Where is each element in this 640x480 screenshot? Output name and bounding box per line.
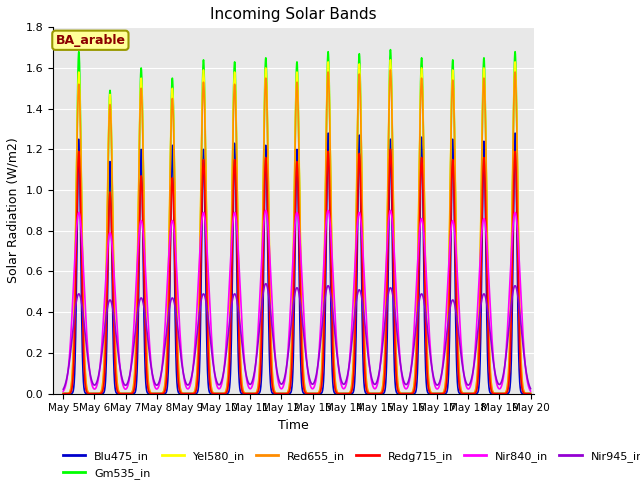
Red655_in <box>401 391 409 396</box>
Nir945_in <box>279 380 287 385</box>
Red655_in <box>60 391 67 396</box>
Nir840_in <box>279 384 287 390</box>
Legend: Blu475_in, Gm535_in, Yel580_in, Red655_in, Redg715_in, Nir840_in, Nir945_in: Blu475_in, Gm535_in, Yel580_in, Red655_i… <box>58 447 640 480</box>
Gm535_in <box>387 47 394 52</box>
Blu475_in <box>324 130 332 136</box>
Text: BA_arable: BA_arable <box>56 34 125 47</box>
Yel580_in <box>401 391 409 396</box>
Gm535_in <box>527 391 534 396</box>
Redg715_in <box>428 391 435 396</box>
Yel580_in <box>387 57 394 63</box>
Line: Nir945_in: Nir945_in <box>63 284 531 389</box>
Nir945_in <box>375 369 383 375</box>
Nir840_in <box>143 301 151 307</box>
Gm535_in <box>279 391 287 396</box>
Nir840_in <box>375 372 383 377</box>
Gm535_in <box>375 391 383 396</box>
Gm535_in <box>143 374 151 380</box>
Line: Red655_in: Red655_in <box>63 70 531 394</box>
Redg715_in <box>143 379 151 385</box>
Y-axis label: Solar Radiation (W/m2): Solar Radiation (W/m2) <box>7 138 20 283</box>
Red655_in <box>527 391 534 396</box>
Red655_in <box>387 67 394 73</box>
Nir840_in <box>428 361 435 367</box>
Yel580_in <box>375 391 383 396</box>
Redg715_in <box>375 391 383 396</box>
Nir945_in <box>143 331 151 337</box>
Gm535_in <box>526 391 534 396</box>
Line: Blu475_in: Blu475_in <box>63 133 531 394</box>
Nir840_in <box>60 388 67 394</box>
Blu475_in <box>401 391 409 396</box>
Redg715_in <box>401 391 409 396</box>
Nir840_in <box>401 385 409 391</box>
Blu475_in <box>527 391 534 396</box>
X-axis label: Time: Time <box>278 419 308 432</box>
Red655_in <box>526 391 534 396</box>
Yel580_in <box>428 390 435 396</box>
Blu475_in <box>428 391 435 396</box>
Yel580_in <box>526 391 534 396</box>
Yel580_in <box>143 360 151 366</box>
Yel580_in <box>527 391 534 396</box>
Yel580_in <box>60 391 67 396</box>
Blu475_in <box>279 391 287 396</box>
Nir945_in <box>262 281 269 287</box>
Gm535_in <box>428 391 435 396</box>
Nir840_in <box>262 207 269 213</box>
Line: Yel580_in: Yel580_in <box>63 60 531 394</box>
Blu475_in <box>375 391 383 396</box>
Red655_in <box>279 391 287 396</box>
Redg715_in <box>527 391 534 396</box>
Redg715_in <box>279 391 287 396</box>
Yel580_in <box>279 391 287 396</box>
Blu475_in <box>526 391 534 396</box>
Blu475_in <box>143 389 151 395</box>
Gm535_in <box>60 391 67 396</box>
Gm535_in <box>401 391 409 396</box>
Title: Incoming Solar Bands: Incoming Solar Bands <box>210 7 377 22</box>
Nir945_in <box>60 386 67 392</box>
Blu475_in <box>60 391 67 396</box>
Redg715_in <box>526 391 534 396</box>
Nir840_in <box>526 387 534 393</box>
Red655_in <box>375 391 383 396</box>
Line: Gm535_in: Gm535_in <box>63 49 531 394</box>
Nir945_in <box>527 386 534 392</box>
Nir945_in <box>526 384 534 390</box>
Line: Nir840_in: Nir840_in <box>63 210 531 391</box>
Nir945_in <box>401 381 409 387</box>
Nir945_in <box>428 362 435 368</box>
Nir840_in <box>527 388 534 394</box>
Redg715_in <box>60 391 67 396</box>
Redg715_in <box>387 146 394 152</box>
Line: Redg715_in: Redg715_in <box>63 149 531 394</box>
Red655_in <box>143 361 151 367</box>
Red655_in <box>428 390 435 396</box>
